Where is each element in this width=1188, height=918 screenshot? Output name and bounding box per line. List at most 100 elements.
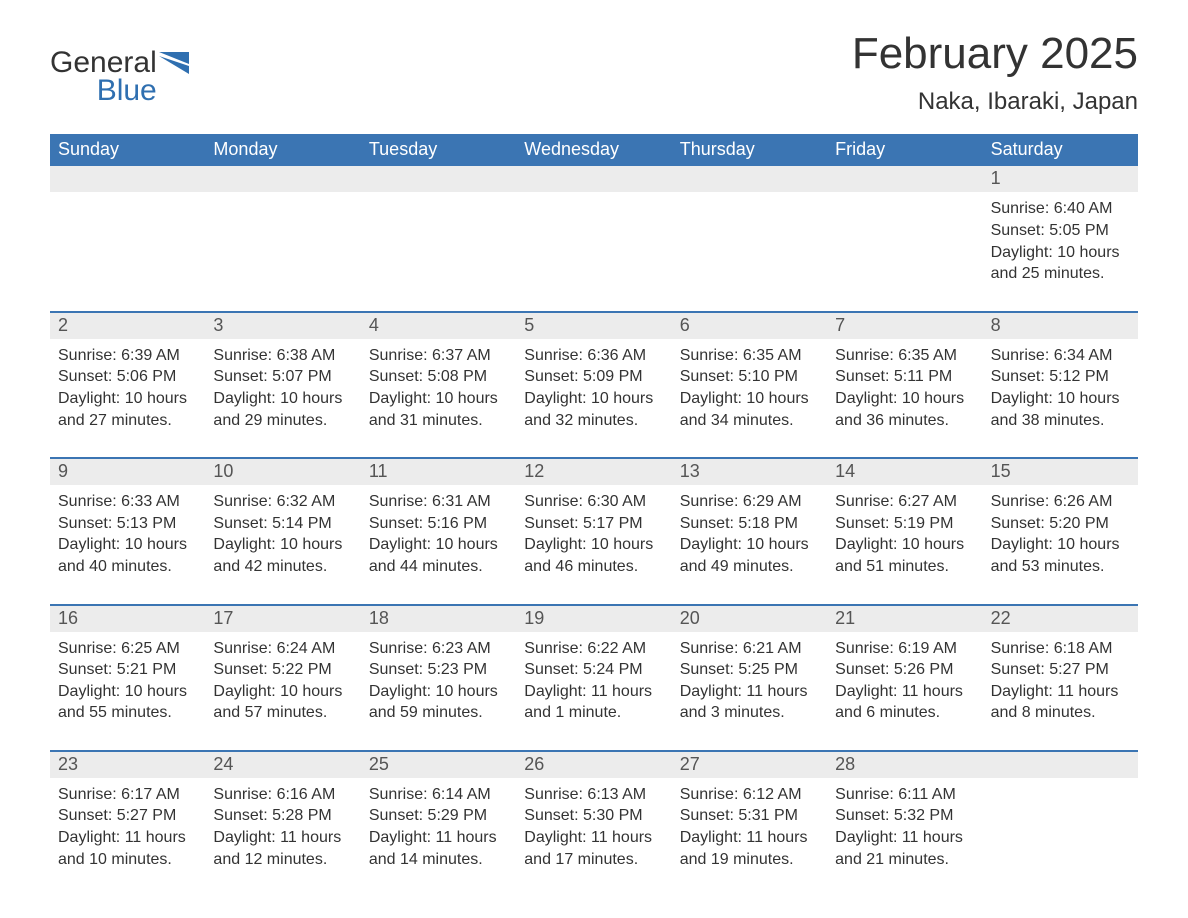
daylight-text: Daylight: 10 hours and 44 minutes.	[369, 534, 508, 577]
day-header: Friday	[827, 134, 982, 166]
day-cell: Sunrise: 6:35 AMSunset: 5:10 PMDaylight:…	[672, 339, 827, 431]
daylight-text: Daylight: 10 hours and 42 minutes.	[213, 534, 352, 577]
sunrise-text: Sunrise: 6:39 AM	[58, 345, 197, 367]
date-cell: 17	[205, 606, 360, 632]
day-cell: Sunrise: 6:27 AMSunset: 5:19 PMDaylight:…	[827, 485, 982, 577]
sunset-text: Sunset: 5:07 PM	[213, 366, 352, 388]
date-row: 9101112131415	[50, 459, 1138, 485]
date-cell: 26	[516, 752, 671, 778]
day-cell: Sunrise: 6:30 AMSunset: 5:17 PMDaylight:…	[516, 485, 671, 577]
sunrise-text: Sunrise: 6:33 AM	[58, 491, 197, 513]
daylight-text: Daylight: 10 hours and 55 minutes.	[58, 681, 197, 724]
day-cell: Sunrise: 6:19 AMSunset: 5:26 PMDaylight:…	[827, 632, 982, 724]
date-cell: 16	[50, 606, 205, 632]
date-cell: 3	[205, 313, 360, 339]
sunrise-text: Sunrise: 6:30 AM	[524, 491, 663, 513]
date-cell: 15	[983, 459, 1138, 485]
sunrise-text: Sunrise: 6:32 AM	[213, 491, 352, 513]
day-header: Sunday	[50, 134, 205, 166]
sunset-text: Sunset: 5:18 PM	[680, 513, 819, 535]
day-header: Wednesday	[516, 134, 671, 166]
day-cell: Sunrise: 6:16 AMSunset: 5:28 PMDaylight:…	[205, 778, 360, 870]
day-cell: Sunrise: 6:25 AMSunset: 5:21 PMDaylight:…	[50, 632, 205, 724]
day-cell: Sunrise: 6:33 AMSunset: 5:13 PMDaylight:…	[50, 485, 205, 577]
sunset-text: Sunset: 5:28 PM	[213, 805, 352, 827]
date-cell: 12	[516, 459, 671, 485]
day-headers: SundayMondayTuesdayWednesdayThursdayFrid…	[50, 134, 1138, 166]
day-cell: Sunrise: 6:13 AMSunset: 5:30 PMDaylight:…	[516, 778, 671, 870]
daylight-text: Daylight: 10 hours and 49 minutes.	[680, 534, 819, 577]
day-cell: Sunrise: 6:35 AMSunset: 5:11 PMDaylight:…	[827, 339, 982, 431]
sunrise-text: Sunrise: 6:37 AM	[369, 345, 508, 367]
sunrise-text: Sunrise: 6:29 AM	[680, 491, 819, 513]
day-cell: Sunrise: 6:26 AMSunset: 5:20 PMDaylight:…	[983, 485, 1138, 577]
date-row: 2345678	[50, 313, 1138, 339]
daylight-text: Daylight: 11 hours and 21 minutes.	[835, 827, 974, 870]
date-cell: 11	[361, 459, 516, 485]
week-row: 16171819202122Sunrise: 6:25 AMSunset: 5:…	[50, 604, 1138, 724]
day-cell	[672, 192, 827, 284]
date-cell: 28	[827, 752, 982, 778]
daylight-text: Daylight: 11 hours and 6 minutes.	[835, 681, 974, 724]
sunset-text: Sunset: 5:16 PM	[369, 513, 508, 535]
sunrise-text: Sunrise: 6:27 AM	[835, 491, 974, 513]
date-cell: 5	[516, 313, 671, 339]
daylight-text: Daylight: 10 hours and 57 minutes.	[213, 681, 352, 724]
header: General Blue February 2025 Naka, Ibaraki…	[50, 30, 1138, 116]
date-row: 16171819202122	[50, 606, 1138, 632]
daylight-text: Daylight: 10 hours and 59 minutes.	[369, 681, 508, 724]
sunrise-text: Sunrise: 6:35 AM	[835, 345, 974, 367]
daylight-text: Daylight: 11 hours and 1 minute.	[524, 681, 663, 724]
logo: General Blue	[50, 30, 189, 106]
day-cell: Sunrise: 6:31 AMSunset: 5:16 PMDaylight:…	[361, 485, 516, 577]
sunrise-text: Sunrise: 6:11 AM	[835, 784, 974, 806]
sunrise-text: Sunrise: 6:31 AM	[369, 491, 508, 513]
date-cell: 24	[205, 752, 360, 778]
day-cell	[827, 192, 982, 284]
daylight-text: Daylight: 10 hours and 27 minutes.	[58, 388, 197, 431]
sunset-text: Sunset: 5:32 PM	[835, 805, 974, 827]
sunrise-text: Sunrise: 6:36 AM	[524, 345, 663, 367]
date-cell: 20	[672, 606, 827, 632]
weeks-container: 1Sunrise: 6:40 AMSunset: 5:05 PMDaylight…	[50, 166, 1138, 870]
daylight-text: Daylight: 10 hours and 38 minutes.	[991, 388, 1130, 431]
daylight-text: Daylight: 10 hours and 34 minutes.	[680, 388, 819, 431]
date-cell	[672, 166, 827, 192]
date-cell: 21	[827, 606, 982, 632]
sunset-text: Sunset: 5:08 PM	[369, 366, 508, 388]
week-row: 2345678Sunrise: 6:39 AMSunset: 5:06 PMDa…	[50, 311, 1138, 431]
sunrise-text: Sunrise: 6:35 AM	[680, 345, 819, 367]
day-cell	[516, 192, 671, 284]
date-cell: 10	[205, 459, 360, 485]
date-cell: 1	[983, 166, 1138, 192]
day-cell: Sunrise: 6:40 AMSunset: 5:05 PMDaylight:…	[983, 192, 1138, 284]
day-cell	[205, 192, 360, 284]
calendar-page: General Blue February 2025 Naka, Ibaraki…	[0, 0, 1188, 910]
date-cell: 22	[983, 606, 1138, 632]
day-header: Monday	[205, 134, 360, 166]
sunrise-text: Sunrise: 6:25 AM	[58, 638, 197, 660]
daylight-text: Daylight: 10 hours and 53 minutes.	[991, 534, 1130, 577]
logo-blue: Blue	[50, 76, 157, 106]
day-cell	[983, 778, 1138, 870]
date-cell: 2	[50, 313, 205, 339]
date-cell	[516, 166, 671, 192]
sunset-text: Sunset: 5:25 PM	[680, 659, 819, 681]
day-header: Thursday	[672, 134, 827, 166]
daylight-text: Daylight: 11 hours and 17 minutes.	[524, 827, 663, 870]
date-cell	[827, 166, 982, 192]
sunrise-text: Sunrise: 6:19 AM	[835, 638, 974, 660]
sunset-text: Sunset: 5:24 PM	[524, 659, 663, 681]
sunset-text: Sunset: 5:13 PM	[58, 513, 197, 535]
sunrise-text: Sunrise: 6:34 AM	[991, 345, 1130, 367]
sunset-text: Sunset: 5:22 PM	[213, 659, 352, 681]
sunset-text: Sunset: 5:06 PM	[58, 366, 197, 388]
sunrise-text: Sunrise: 6:16 AM	[213, 784, 352, 806]
sunset-text: Sunset: 5:20 PM	[991, 513, 1130, 535]
day-cell: Sunrise: 6:39 AMSunset: 5:06 PMDaylight:…	[50, 339, 205, 431]
day-cell: Sunrise: 6:37 AMSunset: 5:08 PMDaylight:…	[361, 339, 516, 431]
date-cell: 7	[827, 313, 982, 339]
date-cell: 25	[361, 752, 516, 778]
week-row: 232425262728Sunrise: 6:17 AMSunset: 5:27…	[50, 750, 1138, 870]
sunset-text: Sunset: 5:30 PM	[524, 805, 663, 827]
